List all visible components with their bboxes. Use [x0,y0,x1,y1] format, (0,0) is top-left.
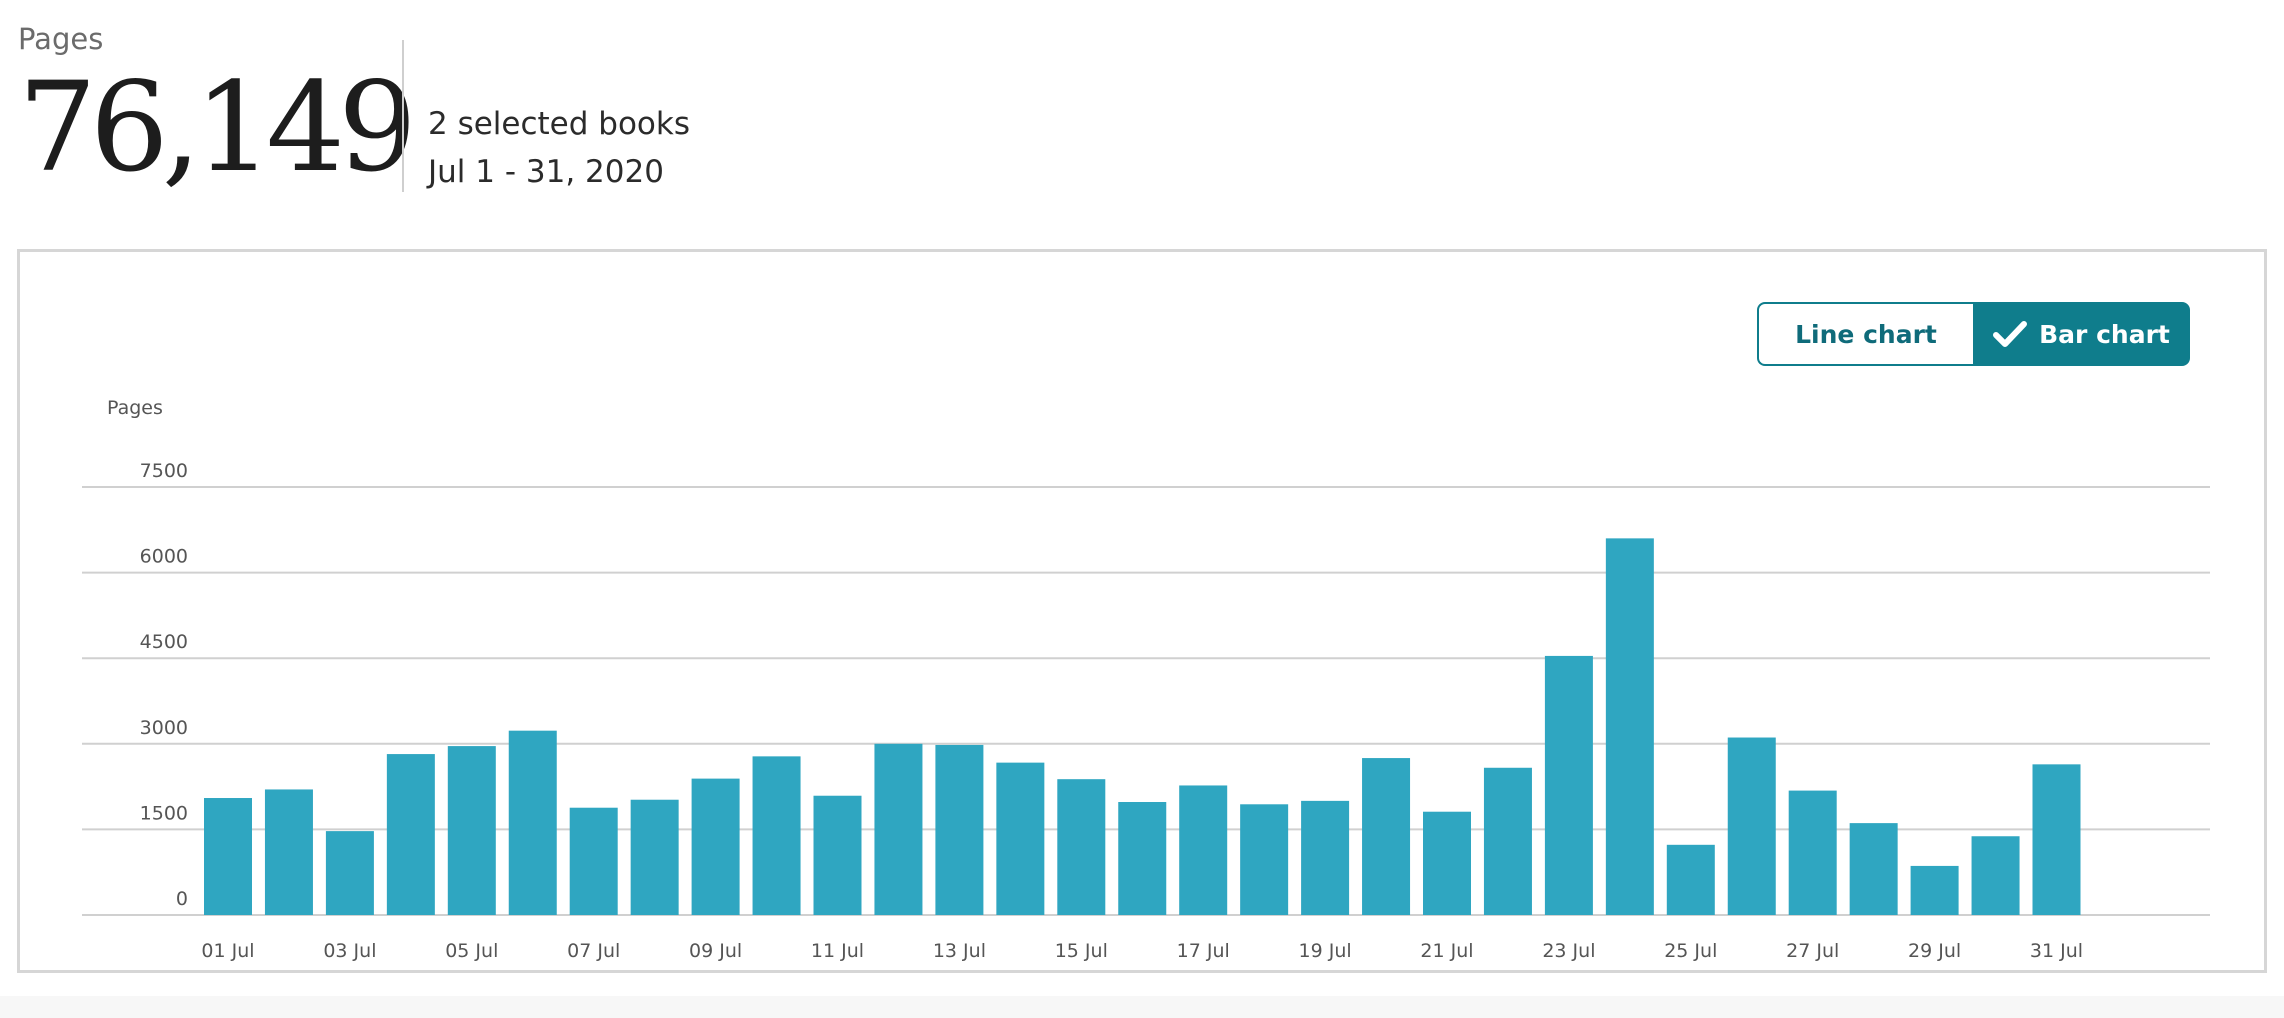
date-range-text: Jul 1 - 31, 2020 [428,154,664,190]
x-tick-label: 03 Jul [323,940,376,962]
bar [630,799,679,915]
bar [813,795,862,915]
x-tick-label: 17 Jul [1177,940,1230,962]
y-tick-label: 6000 [140,546,188,568]
y-tick-label: 4500 [140,631,188,653]
bar [935,744,984,915]
x-tick-label: 23 Jul [1542,940,1595,962]
x-tick-label: 01 Jul [201,940,254,962]
summary-header: Pages 76,149 2 selected books Jul 1 - 31… [18,22,1218,202]
bar [1301,800,1350,915]
bar [325,831,374,915]
summary-divider [402,40,404,192]
summary-label: Pages [18,22,104,56]
bar [1788,790,1837,915]
line-chart-button[interactable]: Line chart [1757,302,1973,366]
bar [1727,737,1776,915]
x-tick-label: 05 Jul [445,940,498,962]
bar [691,778,740,915]
bar [1483,767,1532,915]
bar [1240,804,1289,915]
page-bottom-strip [0,996,2284,1018]
bar [1057,779,1106,915]
bar [1118,802,1167,915]
bar-chart: Pages 0 1500 3000 4500 6000 7500 01 Jul 03 Jul 05… [82,397,2210,962]
x-tick-label: 15 Jul [1055,940,1108,962]
bar [447,746,496,915]
bar [1544,655,1593,915]
bar-chart-label: Bar chart [2039,319,2170,349]
bar [1849,823,1898,915]
bar [996,762,1045,915]
x-tick-label: 27 Jul [1786,940,1839,962]
bar [204,798,252,915]
y-axis-title: Pages [107,397,163,419]
y-tick-label: 7500 [140,460,188,482]
bar [1362,758,1411,915]
x-tick-label: 07 Jul [567,940,620,962]
bar [1423,811,1471,915]
y-tick-label: 1500 [140,802,188,824]
bar [1910,865,1959,915]
total-pages-value: 76,149 [18,56,417,200]
bar [2032,764,2081,915]
x-tick-label: 31 Jul [2030,940,2083,962]
bar [874,743,923,915]
bar [1179,785,1228,915]
x-tick-label: 13 Jul [933,940,986,962]
x-tick-label: 21 Jul [1420,940,1473,962]
chart-panel: Pages 0 1500 3000 4500 6000 7500 01 Jul 03 Jul 05… [17,249,2267,973]
chart-type-toggle: Line chart Bar chart [1757,302,2190,366]
bar-chart-button[interactable]: Bar chart [1973,302,2190,366]
x-tick-label: 19 Jul [1299,940,1352,962]
y-tick-label: 3000 [140,717,188,739]
bar [1971,836,2020,915]
bar [264,789,313,915]
x-tick-label: 29 Jul [1908,940,1961,962]
bar [569,807,618,915]
y-tick-label: 0 [176,888,188,910]
bar [508,730,557,915]
line-chart-label: Line chart [1795,319,1937,349]
x-tick-label: 25 Jul [1664,940,1717,962]
x-tick-label: 11 Jul [811,940,864,962]
bar [752,756,801,915]
bar [1605,538,1654,915]
checkmark-icon [1993,321,2028,347]
bar [386,754,435,915]
x-tick-label: 09 Jul [689,940,742,962]
bar [1666,844,1715,915]
selected-books-text: 2 selected books [428,106,691,142]
